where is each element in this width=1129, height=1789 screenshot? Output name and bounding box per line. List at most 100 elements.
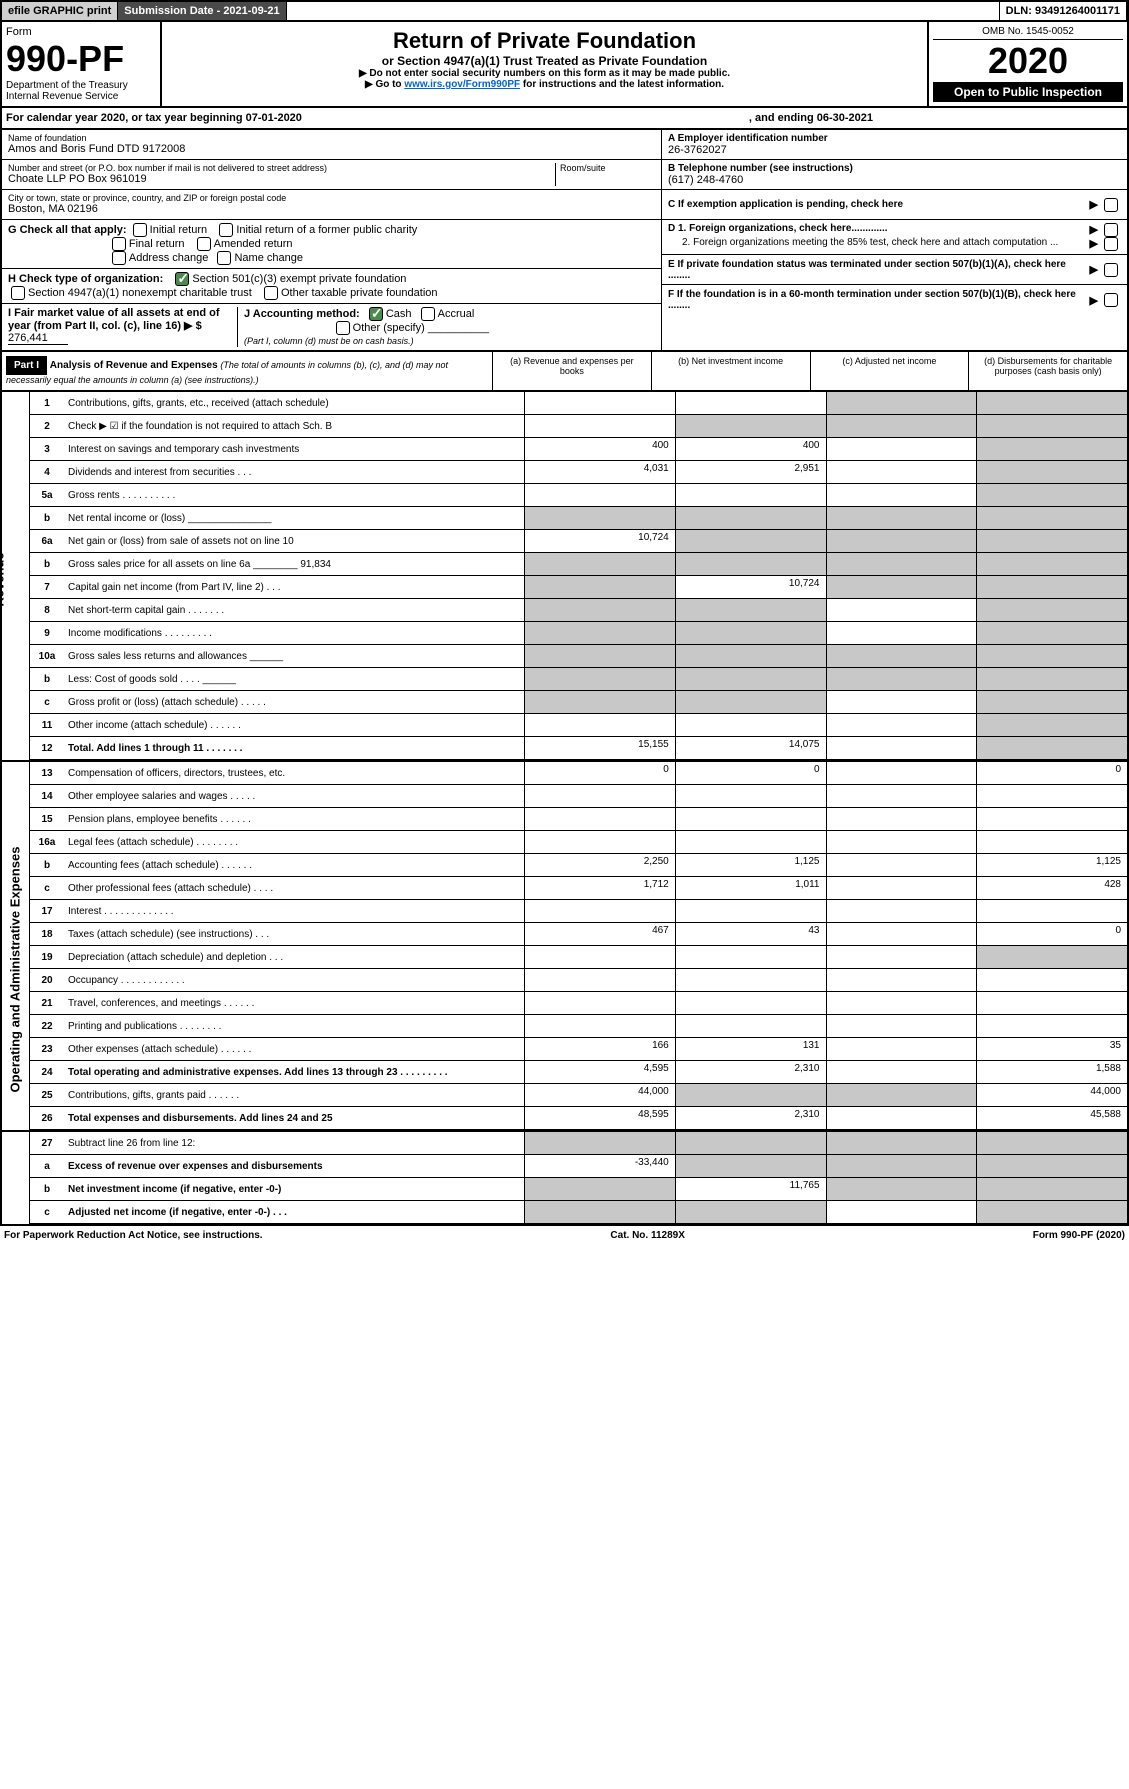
other-method-checkbox[interactable]	[336, 321, 350, 335]
initial-return-checkbox[interactable]	[133, 223, 147, 237]
value-cell	[826, 854, 977, 876]
efile-button[interactable]: efile GRAPHIC print	[2, 2, 118, 20]
table-row: 17Interest . . . . . . . . . . . . .	[30, 900, 1127, 923]
value-cell: 1,125	[976, 854, 1127, 876]
cal-year-end: , and ending 06-30-2021	[749, 112, 873, 124]
j-accrual: Accrual	[438, 308, 475, 320]
d1-label: D 1. Foreign organizations, check here..…	[668, 223, 1089, 237]
name-change-checkbox[interactable]	[217, 251, 231, 265]
line-description: Gross sales price for all assets on line…	[64, 557, 524, 572]
value-cell	[826, 576, 977, 598]
value-cell: 400	[675, 438, 826, 460]
value-cell	[826, 1201, 977, 1223]
line-description: Occupancy . . . . . . . . . . . .	[64, 973, 524, 988]
address-change-checkbox[interactable]	[112, 251, 126, 265]
value-cell	[976, 461, 1127, 483]
value-cell	[826, 737, 977, 759]
line-description: Gross profit or (loss) (attach schedule)…	[64, 695, 524, 710]
g-opt4: Address change	[129, 252, 209, 264]
value-cell	[524, 415, 675, 437]
value-cell	[675, 714, 826, 736]
col-b-head: (b) Net investment income	[651, 352, 810, 390]
g-section: G Check all that apply: Initial return I…	[2, 220, 661, 269]
d2-label: 2. Foreign organizations meeting the 85%…	[668, 237, 1089, 251]
value-cell	[675, 1015, 826, 1037]
501c3-checkbox[interactable]	[175, 272, 189, 286]
table-row: cAdjusted net income (if negative, enter…	[30, 1201, 1127, 1224]
table-row: 8Net short-term capital gain . . . . . .…	[30, 599, 1127, 622]
part1-label: Part I	[6, 356, 47, 375]
line-number: 21	[30, 996, 64, 1011]
line-number: b	[30, 1182, 64, 1197]
4947-checkbox[interactable]	[11, 286, 25, 300]
value-cell	[675, 969, 826, 991]
line-number: 22	[30, 1019, 64, 1034]
g-opt2: Final return	[129, 238, 185, 250]
d2-checkbox[interactable]	[1104, 237, 1118, 251]
line-description: Gross sales less returns and allowances …	[64, 649, 524, 664]
value-cell	[826, 831, 977, 853]
value-cell	[524, 622, 675, 644]
page-footer: For Paperwork Reduction Act Notice, see …	[0, 1226, 1129, 1245]
line-number: 23	[30, 1042, 64, 1057]
c-checkbox[interactable]	[1104, 198, 1118, 212]
value-cell	[976, 484, 1127, 506]
accrual-checkbox[interactable]	[421, 307, 435, 321]
value-cell	[976, 507, 1127, 529]
value-cell: 131	[675, 1038, 826, 1060]
value-cell	[675, 507, 826, 529]
line-number: 16a	[30, 835, 64, 850]
value-cell	[826, 691, 977, 713]
line-description: Other income (attach schedule) . . . . .…	[64, 718, 524, 733]
value-cell	[976, 992, 1127, 1014]
line-description: Total expenses and disbursements. Add li…	[64, 1111, 524, 1126]
f-checkbox[interactable]	[1104, 293, 1118, 307]
cash-checkbox[interactable]	[369, 307, 383, 321]
line-number: 9	[30, 626, 64, 641]
value-cell	[826, 645, 977, 667]
value-cell: 1,125	[675, 854, 826, 876]
value-cell	[826, 461, 977, 483]
line-number: b	[30, 858, 64, 873]
value-cell	[675, 668, 826, 690]
other-taxable-checkbox[interactable]	[264, 286, 278, 300]
line-description: Legal fees (attach schedule) . . . . . .…	[64, 835, 524, 850]
value-cell	[524, 691, 675, 713]
address: Choate LLP PO Box 961019	[8, 173, 555, 185]
table-row: cOther professional fees (attach schedul…	[30, 877, 1127, 900]
table-row: 2Check ▶ ☑ if the foundation is not requ…	[30, 415, 1127, 438]
line-number: 25	[30, 1088, 64, 1103]
amended-checkbox[interactable]	[197, 237, 211, 251]
line-number: c	[30, 695, 64, 710]
name-label: Name of foundation	[8, 133, 655, 143]
part1-header-row: Part I Analysis of Revenue and Expenses …	[0, 352, 1129, 392]
e-checkbox[interactable]	[1104, 263, 1118, 277]
table-row: 14Other employee salaries and wages . . …	[30, 785, 1127, 808]
g-label: G Check all that apply:	[8, 224, 127, 236]
line-number: 2	[30, 419, 64, 434]
value-cell	[826, 714, 977, 736]
value-cell	[826, 599, 977, 621]
value-cell	[826, 1155, 977, 1177]
line-number: b	[30, 511, 64, 526]
line-number: 18	[30, 927, 64, 942]
h-opt3: Other taxable private foundation	[281, 287, 438, 299]
j-note: (Part I, column (d) must be on cash basi…	[244, 336, 414, 346]
value-cell	[524, 392, 675, 414]
initial-public-checkbox[interactable]	[219, 223, 233, 237]
final-return-checkbox[interactable]	[112, 237, 126, 251]
value-cell	[976, 946, 1127, 968]
value-cell: 2,310	[675, 1061, 826, 1083]
form-title: Return of Private Foundation	[168, 28, 921, 54]
value-cell: 2,951	[675, 461, 826, 483]
d1-checkbox[interactable]	[1104, 223, 1118, 237]
foundation-name: Amos and Boris Fund DTD 9172008	[8, 143, 655, 155]
value-cell	[976, 691, 1127, 713]
value-cell	[826, 785, 977, 807]
irs-link[interactable]: www.irs.gov/Form990PF	[404, 79, 520, 90]
value-cell: 166	[524, 1038, 675, 1060]
value-cell	[976, 900, 1127, 922]
top-bar: efile GRAPHIC print Submission Date - 20…	[0, 0, 1129, 22]
value-cell	[675, 1201, 826, 1223]
j-cash: Cash	[386, 308, 412, 320]
